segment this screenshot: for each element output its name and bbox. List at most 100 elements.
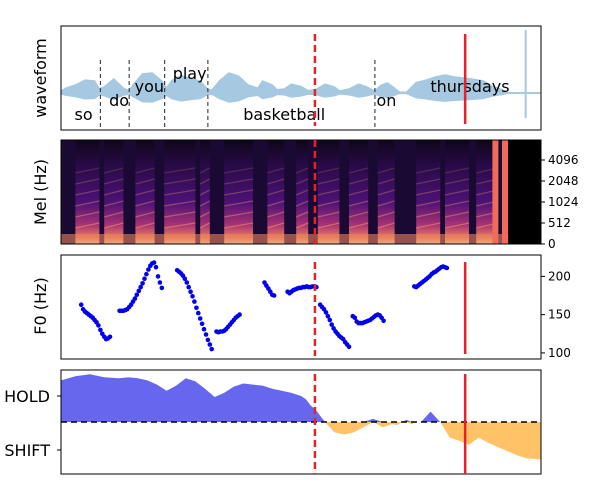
pitch-point — [346, 344, 352, 350]
spec-harmonic — [104, 189, 124, 196]
pitch-point — [186, 284, 191, 290]
spec-voiced-3 — [164, 140, 196, 244]
pitch-point — [271, 293, 277, 298]
spectrogram-panel: Mel (Hz) 0 512 1024 2048 4096 — [31, 139, 579, 251]
spec-harmonic — [199, 200, 211, 207]
spec-voiced-9 — [349, 140, 369, 244]
pitch-point — [153, 264, 159, 270]
spec-harmonic — [377, 167, 395, 174]
spec-harmonic — [75, 200, 100, 207]
spec-harmonic — [377, 222, 395, 229]
spec-harmonic — [164, 189, 196, 196]
spec-harmonic — [348, 222, 369, 229]
spec-harmonic — [104, 178, 124, 185]
pitch-point — [96, 323, 101, 328]
spec-harmonic — [348, 200, 369, 207]
pitch-point — [203, 332, 209, 337]
spec-tick-label: 1024 — [548, 195, 579, 209]
word-label: thursdays — [430, 77, 509, 96]
spec-harmonic — [377, 211, 395, 218]
spec-harmonic — [104, 167, 124, 174]
pitch-point — [444, 265, 450, 271]
spec-harmonic — [295, 178, 309, 185]
spec-voiced-0 — [75, 140, 100, 244]
spec-harmonic — [317, 200, 340, 207]
pitch-point — [184, 280, 190, 285]
spec-harmonic — [444, 178, 470, 185]
spec-harmonic — [377, 200, 395, 207]
spec-harmonic — [135, 167, 155, 174]
spec-harmonic — [135, 222, 155, 229]
pitch-point — [140, 281, 145, 286]
pitch-tick-label: 150 — [548, 308, 571, 322]
pitch-frame — [60, 254, 542, 360]
spec-harmonic — [416, 167, 441, 174]
pitch-point — [155, 274, 161, 279]
spec-harmonic — [135, 211, 155, 218]
spec-harmonic — [416, 178, 441, 185]
pitch-point — [194, 305, 199, 311]
spec-harmonic — [317, 178, 340, 185]
pitch-point — [138, 284, 143, 290]
hold-area — [61, 374, 541, 422]
word-label: play — [173, 64, 207, 83]
spec-harmonic — [224, 178, 254, 185]
spec-voiced-12 — [445, 140, 469, 244]
spec-harmonic — [295, 189, 309, 196]
pitch-point — [192, 299, 197, 304]
pitch-point — [157, 280, 163, 285]
pitch-point — [237, 312, 242, 317]
spectrogram-y-ticks: 0 512 1024 2048 4096 — [541, 153, 579, 251]
spec-tick-label: 4096 — [548, 153, 579, 167]
spec-end-bar-0 — [492, 140, 499, 244]
pitch-point — [78, 302, 84, 308]
word-label: so — [74, 105, 92, 124]
pitch-point — [329, 322, 335, 327]
spec-harmonic — [104, 200, 124, 207]
spec-harmonic — [75, 167, 100, 174]
spec-voiced-10 — [377, 140, 395, 244]
pitch-point — [381, 318, 386, 324]
spec-harmonic — [199, 189, 211, 196]
spec-harmonic — [416, 222, 441, 229]
spec-harmonic — [348, 211, 369, 218]
spec-harmonic — [135, 189, 155, 196]
spec-tick-label: 0 — [548, 237, 556, 251]
spec-harmonic — [164, 178, 196, 185]
pitch-point — [144, 271, 149, 277]
word-label: do — [109, 91, 129, 110]
pitch-point — [182, 276, 188, 282]
turn-taking-plot — [61, 374, 541, 460]
spec-harmonic — [416, 211, 441, 218]
spec-harmonic — [199, 222, 211, 229]
spec-tick-label: 2048 — [548, 174, 579, 188]
word-label: basketball — [243, 105, 325, 124]
turn-taking-frame — [60, 369, 542, 475]
spec-harmonic — [164, 167, 196, 174]
pitch-point — [98, 327, 103, 333]
spec-harmonic — [164, 222, 196, 229]
pitch-point — [132, 296, 138, 301]
spec-harmonic — [348, 178, 369, 185]
spec-harmonic — [416, 189, 441, 196]
turn-taking-y-ticks: HOLD SHIFT — [4, 387, 61, 460]
waveform-frame — [60, 25, 542, 131]
spec-harmonic — [267, 222, 285, 229]
spec-harmonic — [444, 189, 470, 196]
pitch-point — [188, 289, 193, 295]
pitch-point — [327, 317, 333, 323]
event-markers — [313, 34, 467, 474]
spec-harmonic — [135, 178, 155, 185]
word-label: you — [135, 77, 164, 96]
pitch-plot — [78, 260, 450, 352]
spec-silence — [508, 140, 541, 244]
pitch-point — [142, 276, 147, 282]
spec-harmonic — [104, 222, 124, 229]
spec-harmonic — [75, 178, 100, 185]
spec-harmonic — [267, 167, 285, 174]
pitch-panel: F0 (Hz) 100 150 200 — [31, 254, 571, 360]
spec-harmonic — [444, 211, 470, 218]
spec-voiced-7 — [296, 140, 309, 244]
